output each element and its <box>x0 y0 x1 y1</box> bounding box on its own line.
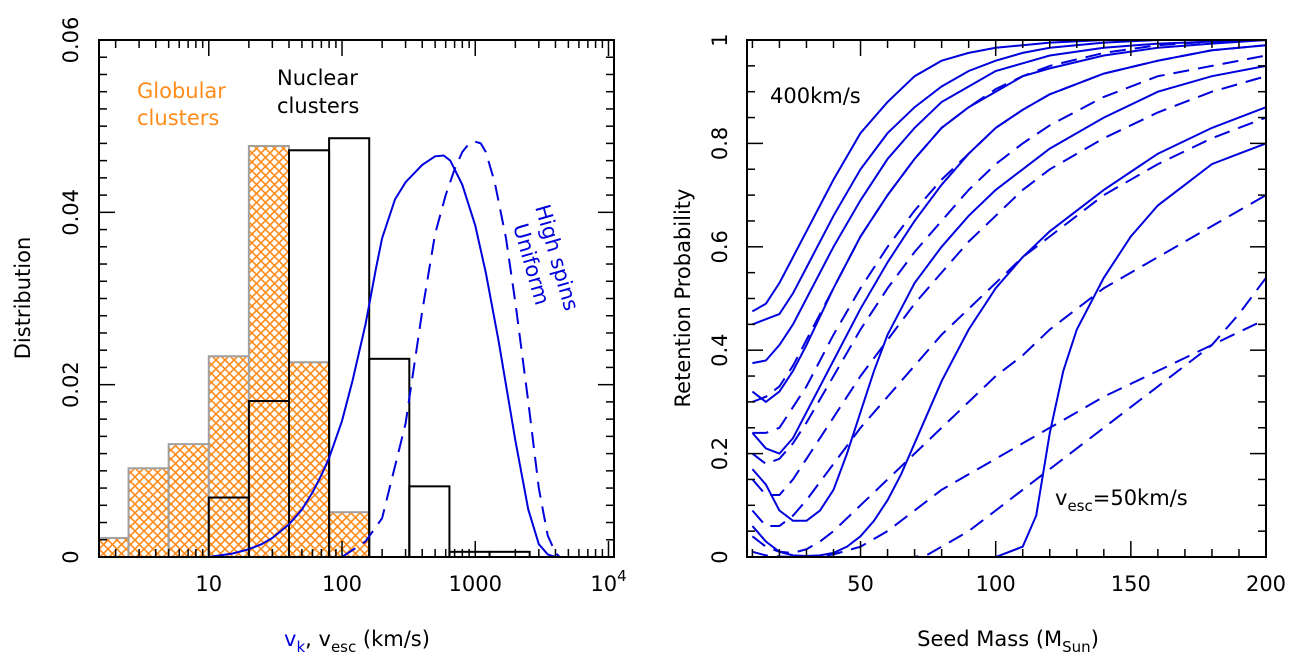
tick-text: 100 <box>322 572 362 596</box>
globular-bar <box>328 511 371 559</box>
tick-text: 10 <box>195 572 222 596</box>
globular-bar <box>287 361 331 558</box>
x-tick-label: 150 <box>1111 572 1151 596</box>
retention-curve-dashed <box>752 318 1267 558</box>
right-x-axis-label: Seed Mass (MSun) <box>917 627 1099 656</box>
retention-curve-dashed <box>751 194 1267 554</box>
label-part: =50km/s <box>1093 486 1188 510</box>
globular-bar <box>247 144 290 559</box>
y-tick-label: 1 <box>708 33 732 46</box>
x-tick-label: 100 <box>976 572 1016 596</box>
retention-curve-dashed <box>751 116 1267 527</box>
x-tick-label: 104 <box>590 567 626 596</box>
globular-bar <box>98 537 130 559</box>
y-tick-label: 0.04 <box>59 189 83 236</box>
left-x-tick-labels: 10 100 1000 104 <box>195 567 626 596</box>
label-part: ) <box>1091 627 1099 651</box>
right-y-axis-label: Retention Probability <box>671 189 695 408</box>
x-tick-label: 1000 <box>449 572 502 596</box>
y-tick-label: 0.4 <box>708 333 732 366</box>
globular-histogram <box>98 144 371 559</box>
tick-text: 10 <box>590 572 617 596</box>
globular-label-line1: Globular <box>137 79 226 103</box>
nuclear-bar <box>328 137 371 558</box>
label-part: Seed Mass (M <box>917 627 1062 651</box>
retention-curve-solid <box>751 64 1267 522</box>
y-tick-label: 0 <box>708 550 732 563</box>
globular-label-line2: clusters <box>137 106 219 130</box>
retention-curve-solid <box>751 106 1267 558</box>
label-part: , v <box>305 627 331 651</box>
label-part: (km/s) <box>356 627 430 651</box>
retention-curve-solid <box>752 39 1266 326</box>
nuclear-label-line1: Nuclear <box>277 66 358 90</box>
nuclear-label-line2: clusters <box>277 94 359 118</box>
right-chart-panel: 50 100 150 200 0 0.2 0.4 0.6 0.8 1 Retention Pro… <box>671 33 1286 656</box>
y-tick-label: 0.06 <box>59 17 83 64</box>
label-part: v <box>284 627 296 651</box>
high-spins-curve <box>341 140 561 558</box>
left-curves <box>208 140 561 558</box>
retention-curve-dashed <box>752 39 1267 403</box>
tick-exponent: 4 <box>617 567 627 585</box>
y-tick-label: 0 <box>59 550 83 563</box>
retention-curve-dashed <box>752 44 1267 434</box>
globular-bar <box>167 443 210 559</box>
label-part: Sun <box>1062 638 1091 656</box>
right-y-tick-labels: 0 0.2 0.4 0.6 0.8 1 <box>708 33 732 563</box>
nuclear-bar <box>368 357 411 559</box>
left-y-tick-labels: 0 0.02 0.04 0.06 <box>59 17 83 564</box>
x-tick-label: 200 <box>1246 572 1286 596</box>
y-tick-label: 0.02 <box>59 361 83 408</box>
label-part: esc <box>331 638 356 656</box>
nuclear-bar <box>408 485 451 558</box>
tick-text: 1000 <box>449 572 502 596</box>
retention-curve-dashed <box>751 75 1267 496</box>
left-tick-marks <box>99 39 614 558</box>
right-tick-marks <box>747 39 1267 558</box>
left-y-axis-label: Distribution <box>11 237 35 360</box>
x-tick-label: 100 <box>322 572 362 596</box>
retention-curve-solid <box>752 39 1267 365</box>
uniform-curve <box>208 154 556 558</box>
right-plot-frame <box>746 39 1267 558</box>
retention-curve-dashed <box>751 54 1267 466</box>
globular-bar <box>127 467 170 558</box>
label-part: k <box>296 638 305 656</box>
retention-curve-dashed <box>752 277 1267 558</box>
left-chart-panel: 10 100 1000 104 00.020.040.06 Distribution … <box>11 17 627 656</box>
right-x-tick-labels: 50 100 150 200 <box>847 572 1286 596</box>
y-tick-label: 0.2 <box>708 437 732 470</box>
y-tick-label: 0.6 <box>708 230 732 263</box>
velocity-label-top: 400km/s <box>770 84 861 108</box>
y-tick-label: 0.8 <box>708 127 732 160</box>
globular-bar <box>207 355 250 558</box>
velocity-label-bottom: vesc=50km/s <box>1055 486 1188 515</box>
label-part: v <box>1055 486 1067 510</box>
left-x-axis-label: vk, vesc (km/s) <box>284 627 430 656</box>
retention-curve-solid <box>751 39 1267 404</box>
x-tick-label: 10 <box>195 572 222 596</box>
x-tick-label: 50 <box>847 572 874 596</box>
label-part: esc <box>1067 497 1092 515</box>
retention-curves <box>751 39 1267 558</box>
